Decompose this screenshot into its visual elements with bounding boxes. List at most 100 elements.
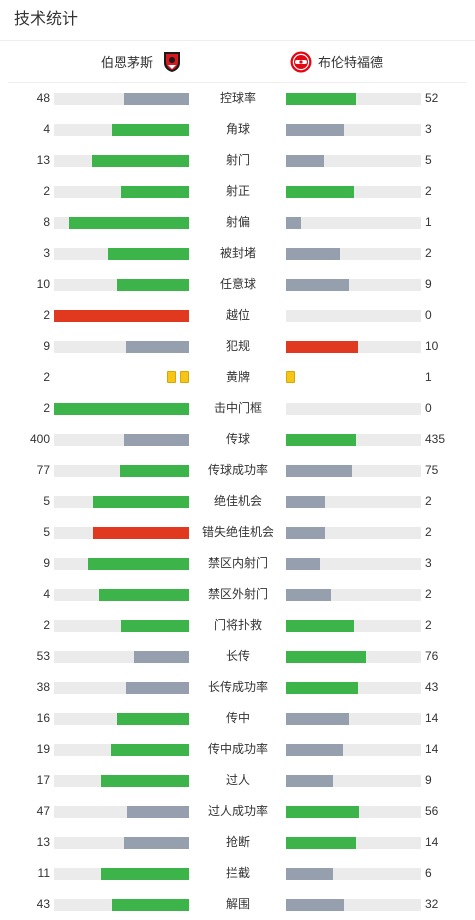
stat-label: 过人成功率 (207, 804, 268, 818)
stat-row: 5 绝佳机会 2 (0, 486, 475, 517)
stat-label: 传球 (225, 432, 250, 446)
home-bar-track (54, 899, 189, 911)
away-value: 435 (425, 432, 446, 446)
away-value: 10 (425, 339, 439, 353)
home-value: 2 (43, 401, 50, 415)
home-value: 3 (43, 246, 50, 260)
home-bar-fill (54, 310, 189, 322)
away-bar-fill (286, 589, 331, 601)
away-bar-fill (286, 155, 324, 167)
away-value: 76 (425, 649, 439, 663)
away-value: 2 (425, 246, 432, 260)
away-bar-track (286, 186, 421, 198)
stat-label: 犯规 (225, 339, 250, 353)
away-bar-fill (286, 93, 356, 105)
home-bar-fill (124, 434, 189, 446)
away-bar-track (286, 682, 421, 694)
away-bar-fill (286, 682, 358, 694)
away-value: 2 (425, 184, 432, 198)
home-bar-track (54, 713, 189, 725)
away-bar-fill (286, 899, 344, 911)
away-bar-track (286, 93, 421, 105)
home-bar-fill (124, 837, 189, 849)
home-bar-track (54, 248, 189, 260)
away-bar-track (286, 465, 421, 477)
stat-row: 38 长传成功率 43 (0, 672, 475, 703)
home-bar-track (54, 837, 189, 849)
page-title: 技术统计 (14, 11, 79, 28)
stat-row: 2 黄牌 1 (0, 362, 475, 393)
stat-label: 传球成功率 (207, 463, 268, 477)
home-value: 48 (36, 91, 50, 105)
home-bar-fill (101, 775, 189, 787)
stat-row: 3 被封堵 2 (0, 238, 475, 269)
home-value: 53 (36, 649, 50, 663)
home-bar-fill (126, 682, 189, 694)
home-bar-fill (124, 93, 189, 105)
stat-label: 传中 (225, 711, 250, 725)
away-value: 32 (425, 897, 439, 911)
home-value: 4 (43, 587, 50, 601)
stat-label: 门将扑救 (213, 618, 262, 632)
stat-label: 禁区内射门 (207, 556, 268, 570)
home-bar-track (54, 434, 189, 446)
away-value: 2 (425, 618, 432, 632)
away-bar-track (286, 310, 421, 322)
home-value: 17 (36, 773, 50, 787)
away-value: 14 (425, 711, 439, 725)
away-bar-track (286, 744, 421, 756)
home-bar-fill (93, 527, 189, 539)
away-bar-fill (286, 713, 349, 725)
home-bar-track (54, 186, 189, 198)
stat-row: 11 拦截 6 (0, 858, 475, 889)
away-value: 3 (425, 556, 432, 570)
home-bar-fill (120, 465, 189, 477)
home-bar-track (54, 465, 189, 477)
home-value: 10 (36, 277, 50, 291)
home-cards (165, 371, 189, 384)
home-team[interactable]: 伯恩茅斯 (101, 41, 183, 82)
away-value: 0 (425, 308, 432, 322)
stat-row: 17 过人 9 (0, 765, 475, 796)
stat-row: 4 角球 3 (0, 114, 475, 145)
away-bar-fill (286, 837, 356, 849)
home-bar-fill (117, 713, 189, 725)
stat-row: 43 解围 32 (0, 889, 475, 920)
home-value: 5 (43, 494, 50, 508)
home-bar-track (54, 527, 189, 539)
away-bar-fill (286, 620, 354, 632)
away-value: 9 (425, 277, 432, 291)
away-bar-fill (286, 465, 352, 477)
away-bar-track (286, 775, 421, 787)
home-bar-track (54, 217, 189, 229)
away-value: 14 (425, 835, 439, 849)
away-team[interactable]: 布伦特福德 (290, 41, 383, 82)
home-value: 13 (36, 835, 50, 849)
home-bar-track (54, 496, 189, 508)
stat-row: 13 抢断 14 (0, 827, 475, 858)
away-value: 52 (425, 91, 439, 105)
home-bar-fill (92, 155, 189, 167)
stat-label: 射正 (225, 184, 250, 198)
home-value: 16 (36, 711, 50, 725)
home-value: 11 (37, 866, 50, 880)
home-value: 2 (43, 618, 50, 632)
away-bar-track (286, 868, 421, 880)
stat-label: 绝佳机会 (213, 494, 262, 508)
stat-row: 4 禁区外射门 2 (0, 579, 475, 610)
stat-row: 47 过人成功率 56 (0, 796, 475, 827)
home-bar-track (54, 868, 189, 880)
stat-label: 越位 (225, 308, 250, 322)
home-bar-track (54, 806, 189, 818)
away-bar-track (286, 651, 421, 663)
home-bar-track (54, 341, 189, 353)
home-value: 43 (36, 897, 50, 911)
away-bar-track (286, 527, 421, 539)
away-value: 14 (425, 742, 439, 756)
away-bar-track (286, 496, 421, 508)
away-bar-fill (286, 651, 366, 663)
stat-row: 10 任意球 9 (0, 269, 475, 300)
home-bar-fill (112, 899, 189, 911)
away-bar-track (286, 434, 421, 446)
home-bar-fill (117, 279, 189, 291)
